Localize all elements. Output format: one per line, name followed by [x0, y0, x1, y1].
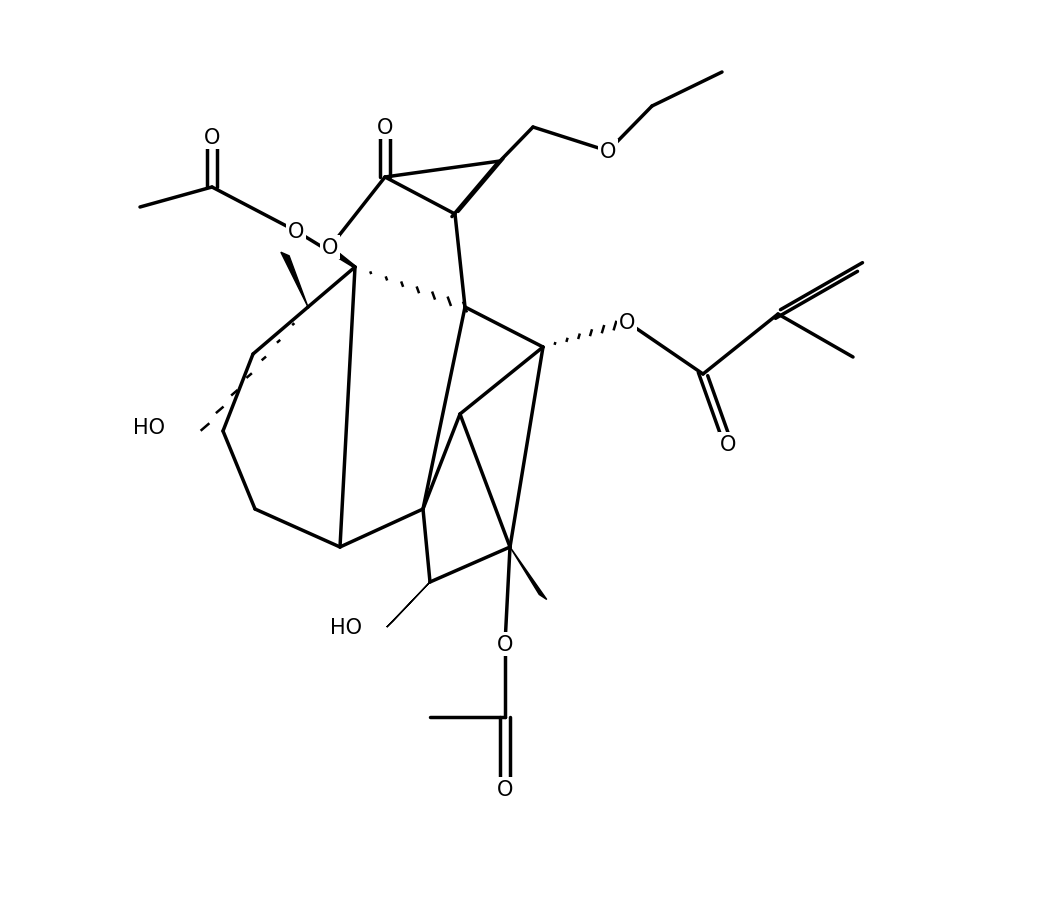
Text: O: O [497, 779, 513, 799]
Polygon shape [327, 244, 354, 267]
Text: O: O [497, 634, 513, 655]
Text: O: O [497, 779, 513, 799]
Text: O: O [600, 142, 616, 162]
Polygon shape [387, 582, 430, 628]
Text: O: O [288, 222, 304, 242]
Text: O: O [619, 312, 635, 332]
Text: O: O [497, 634, 513, 655]
Text: O: O [377, 118, 394, 138]
Text: HO: HO [133, 417, 165, 438]
Text: HO: HO [330, 618, 362, 638]
Text: HO: HO [133, 417, 165, 438]
Text: HO: HO [330, 618, 362, 638]
Text: O: O [720, 434, 736, 454]
Polygon shape [510, 547, 546, 600]
Text: O: O [619, 312, 635, 332]
Text: O: O [720, 434, 736, 454]
Text: O: O [600, 142, 616, 162]
Text: O: O [322, 237, 339, 257]
Text: O: O [204, 128, 220, 148]
Text: O: O [322, 237, 339, 257]
Text: O: O [377, 118, 394, 138]
Polygon shape [281, 253, 308, 308]
Text: O: O [204, 128, 220, 148]
Text: O: O [288, 222, 304, 242]
